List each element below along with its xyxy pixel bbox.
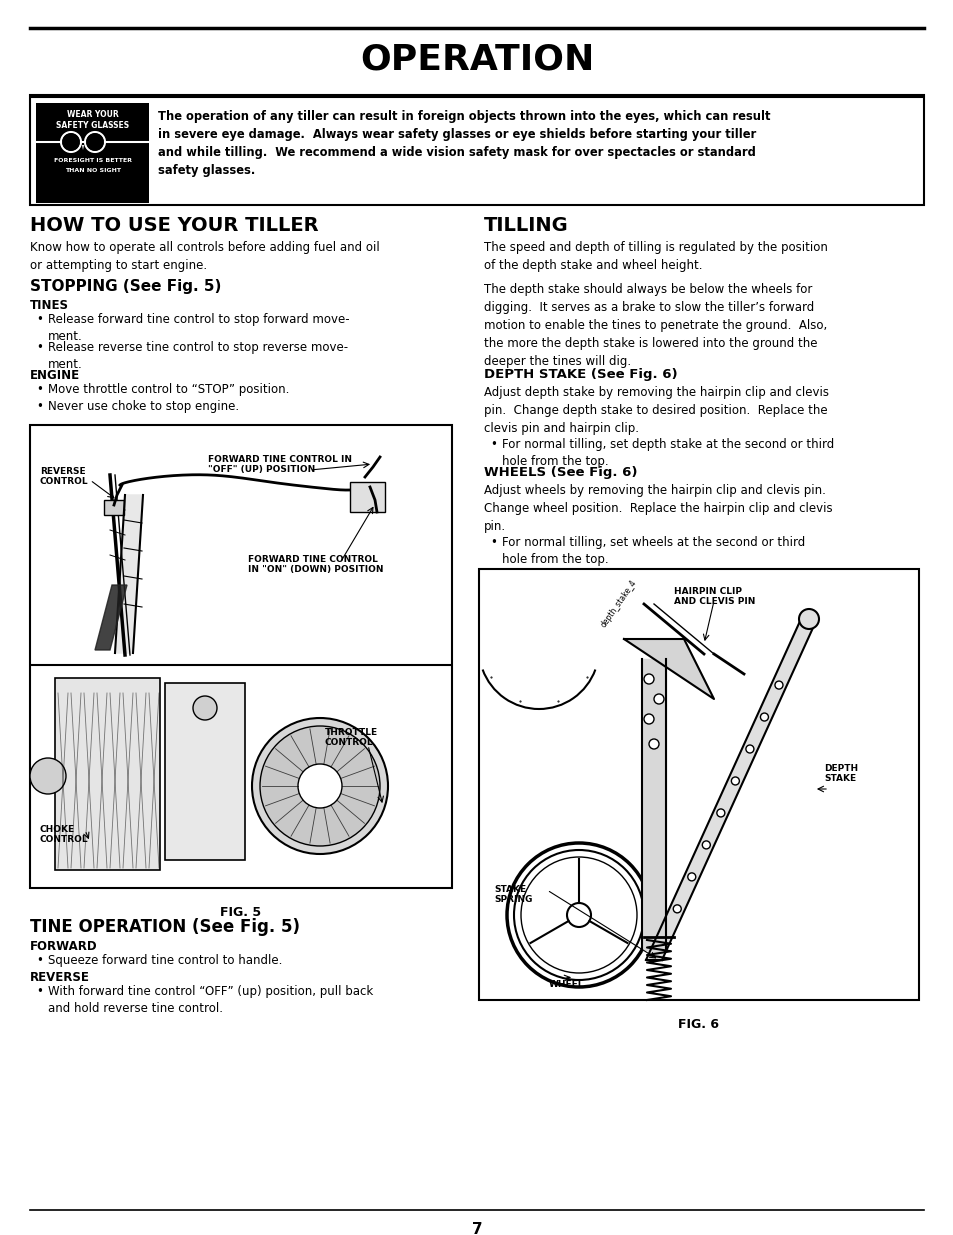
Text: Release forward tine control to stop forward move-
ment.: Release forward tine control to stop for… xyxy=(48,312,349,343)
Bar xyxy=(30,98,923,205)
Text: •: • xyxy=(490,536,497,550)
Circle shape xyxy=(745,745,753,753)
Text: •: • xyxy=(490,438,497,451)
Text: HAIRPIN CLIP
AND CLEVIS PIN: HAIRPIN CLIP AND CLEVIS PIN xyxy=(673,587,755,606)
Text: Move throttle control to “STOP” position.: Move throttle control to “STOP” position… xyxy=(48,383,289,396)
Text: WEAR YOUR: WEAR YOUR xyxy=(67,110,119,119)
Text: •: • xyxy=(36,400,43,412)
Text: FORESIGHT IS BETTER: FORESIGHT IS BETTER xyxy=(54,158,132,163)
Circle shape xyxy=(673,905,680,913)
Text: OPERATION: OPERATION xyxy=(359,43,594,77)
Text: Never use choke to stop engine.: Never use choke to stop engine. xyxy=(48,400,239,412)
Text: STOPPING (See Fig. 5): STOPPING (See Fig. 5) xyxy=(30,279,221,294)
Circle shape xyxy=(799,609,818,629)
Text: depth_stake_4: depth_stake_4 xyxy=(598,578,638,629)
Text: REVERSE
CONTROL: REVERSE CONTROL xyxy=(40,467,89,487)
Polygon shape xyxy=(82,144,84,149)
Polygon shape xyxy=(623,638,713,699)
Circle shape xyxy=(643,714,654,724)
Text: TILLING: TILLING xyxy=(483,216,568,235)
Circle shape xyxy=(297,764,341,808)
Text: FORWARD TINE CONTROL
IN "ON" (DOWN) POSITION: FORWARD TINE CONTROL IN "ON" (DOWN) POSI… xyxy=(248,555,383,574)
Bar xyxy=(478,569,918,1000)
Text: With forward tine control “OFF” (up) position, pull back
and hold reverse tine c: With forward tine control “OFF” (up) pos… xyxy=(48,986,373,1015)
Text: TINES: TINES xyxy=(30,299,69,312)
Text: HOW TO USE YOUR TILLER: HOW TO USE YOUR TILLER xyxy=(30,216,318,235)
Circle shape xyxy=(716,809,724,816)
Circle shape xyxy=(774,680,782,689)
Circle shape xyxy=(731,777,739,785)
Circle shape xyxy=(643,674,654,684)
Text: SAFETY GLASSES: SAFETY GLASSES xyxy=(56,121,130,130)
Text: The speed and depth of tilling is regulated by the position
of the depth stake a: The speed and depth of tilling is regula… xyxy=(483,241,827,272)
Circle shape xyxy=(701,841,710,848)
Circle shape xyxy=(687,873,695,881)
Circle shape xyxy=(760,713,767,721)
Text: For normal tilling, set wheels at the second or third
hole from the top.: For normal tilling, set wheels at the se… xyxy=(501,536,804,566)
Text: DEPTH STAKE (See Fig. 6): DEPTH STAKE (See Fig. 6) xyxy=(483,368,677,382)
Polygon shape xyxy=(115,495,143,653)
Polygon shape xyxy=(645,619,816,960)
Text: STAKE
SPRING: STAKE SPRING xyxy=(494,885,532,904)
Text: Adjust wheels by removing the hairpin clip and clevis pin.
Change wheel position: Adjust wheels by removing the hairpin cl… xyxy=(483,484,832,534)
Circle shape xyxy=(566,903,590,927)
Polygon shape xyxy=(641,659,665,950)
Circle shape xyxy=(648,739,659,748)
Text: Adjust depth stake by removing the hairpin clip and clevis
pin.  Change depth st: Adjust depth stake by removing the hairp… xyxy=(483,387,828,435)
Text: •: • xyxy=(36,383,43,396)
Text: TINE OPERATION (See Fig. 5): TINE OPERATION (See Fig. 5) xyxy=(30,918,299,936)
Text: The operation of any tiller can result in foreign objects thrown into the eyes, : The operation of any tiller can result i… xyxy=(158,110,770,177)
Bar xyxy=(30,425,452,888)
Text: REVERSE: REVERSE xyxy=(30,971,90,984)
Text: •: • xyxy=(36,953,43,967)
Text: Know how to operate all controls before adding fuel and oil
or attempting to sta: Know how to operate all controls before … xyxy=(30,241,379,272)
Circle shape xyxy=(63,135,79,149)
Text: •: • xyxy=(36,986,43,998)
Text: FORWARD TINE CONTROL IN
"OFF" (UP) POSITION: FORWARD TINE CONTROL IN "OFF" (UP) POSIT… xyxy=(208,454,352,474)
Text: WHEEL: WHEEL xyxy=(548,981,584,989)
Text: ENGINE: ENGINE xyxy=(30,369,80,382)
Text: FIG. 6: FIG. 6 xyxy=(678,1018,719,1031)
Text: THAN NO SIGHT: THAN NO SIGHT xyxy=(65,168,121,173)
Bar xyxy=(104,500,124,515)
Text: For normal tilling, set depth stake at the second or third
hole from the top.: For normal tilling, set depth stake at t… xyxy=(501,438,833,468)
Circle shape xyxy=(654,694,663,704)
Text: WHEELS (See Fig. 6): WHEELS (See Fig. 6) xyxy=(483,466,637,479)
Text: THROTTLE
CONTROL: THROTTLE CONTROL xyxy=(325,727,377,747)
Text: FORWARD: FORWARD xyxy=(30,940,97,953)
Bar xyxy=(36,103,149,203)
Bar xyxy=(55,678,160,869)
Text: The depth stake should always be below the wheels for
digging.  It serves as a b: The depth stake should always be below t… xyxy=(483,283,826,368)
Bar xyxy=(165,683,245,860)
Text: •: • xyxy=(36,341,43,354)
Text: DEPTH
STAKE: DEPTH STAKE xyxy=(823,764,858,783)
Circle shape xyxy=(193,697,216,720)
Circle shape xyxy=(87,135,103,149)
Polygon shape xyxy=(95,585,127,650)
Circle shape xyxy=(260,726,379,846)
Text: 7: 7 xyxy=(471,1221,482,1235)
Text: Squeeze forward tine control to handle.: Squeeze forward tine control to handle. xyxy=(48,953,282,967)
Circle shape xyxy=(30,758,66,794)
Text: Release reverse tine control to stop reverse move-
ment.: Release reverse tine control to stop rev… xyxy=(48,341,348,370)
Circle shape xyxy=(252,718,388,853)
Text: FIG. 5: FIG. 5 xyxy=(220,906,261,919)
Bar xyxy=(350,482,385,513)
Text: CHOKE
CONTROL: CHOKE CONTROL xyxy=(40,825,89,845)
Text: •: • xyxy=(36,312,43,326)
